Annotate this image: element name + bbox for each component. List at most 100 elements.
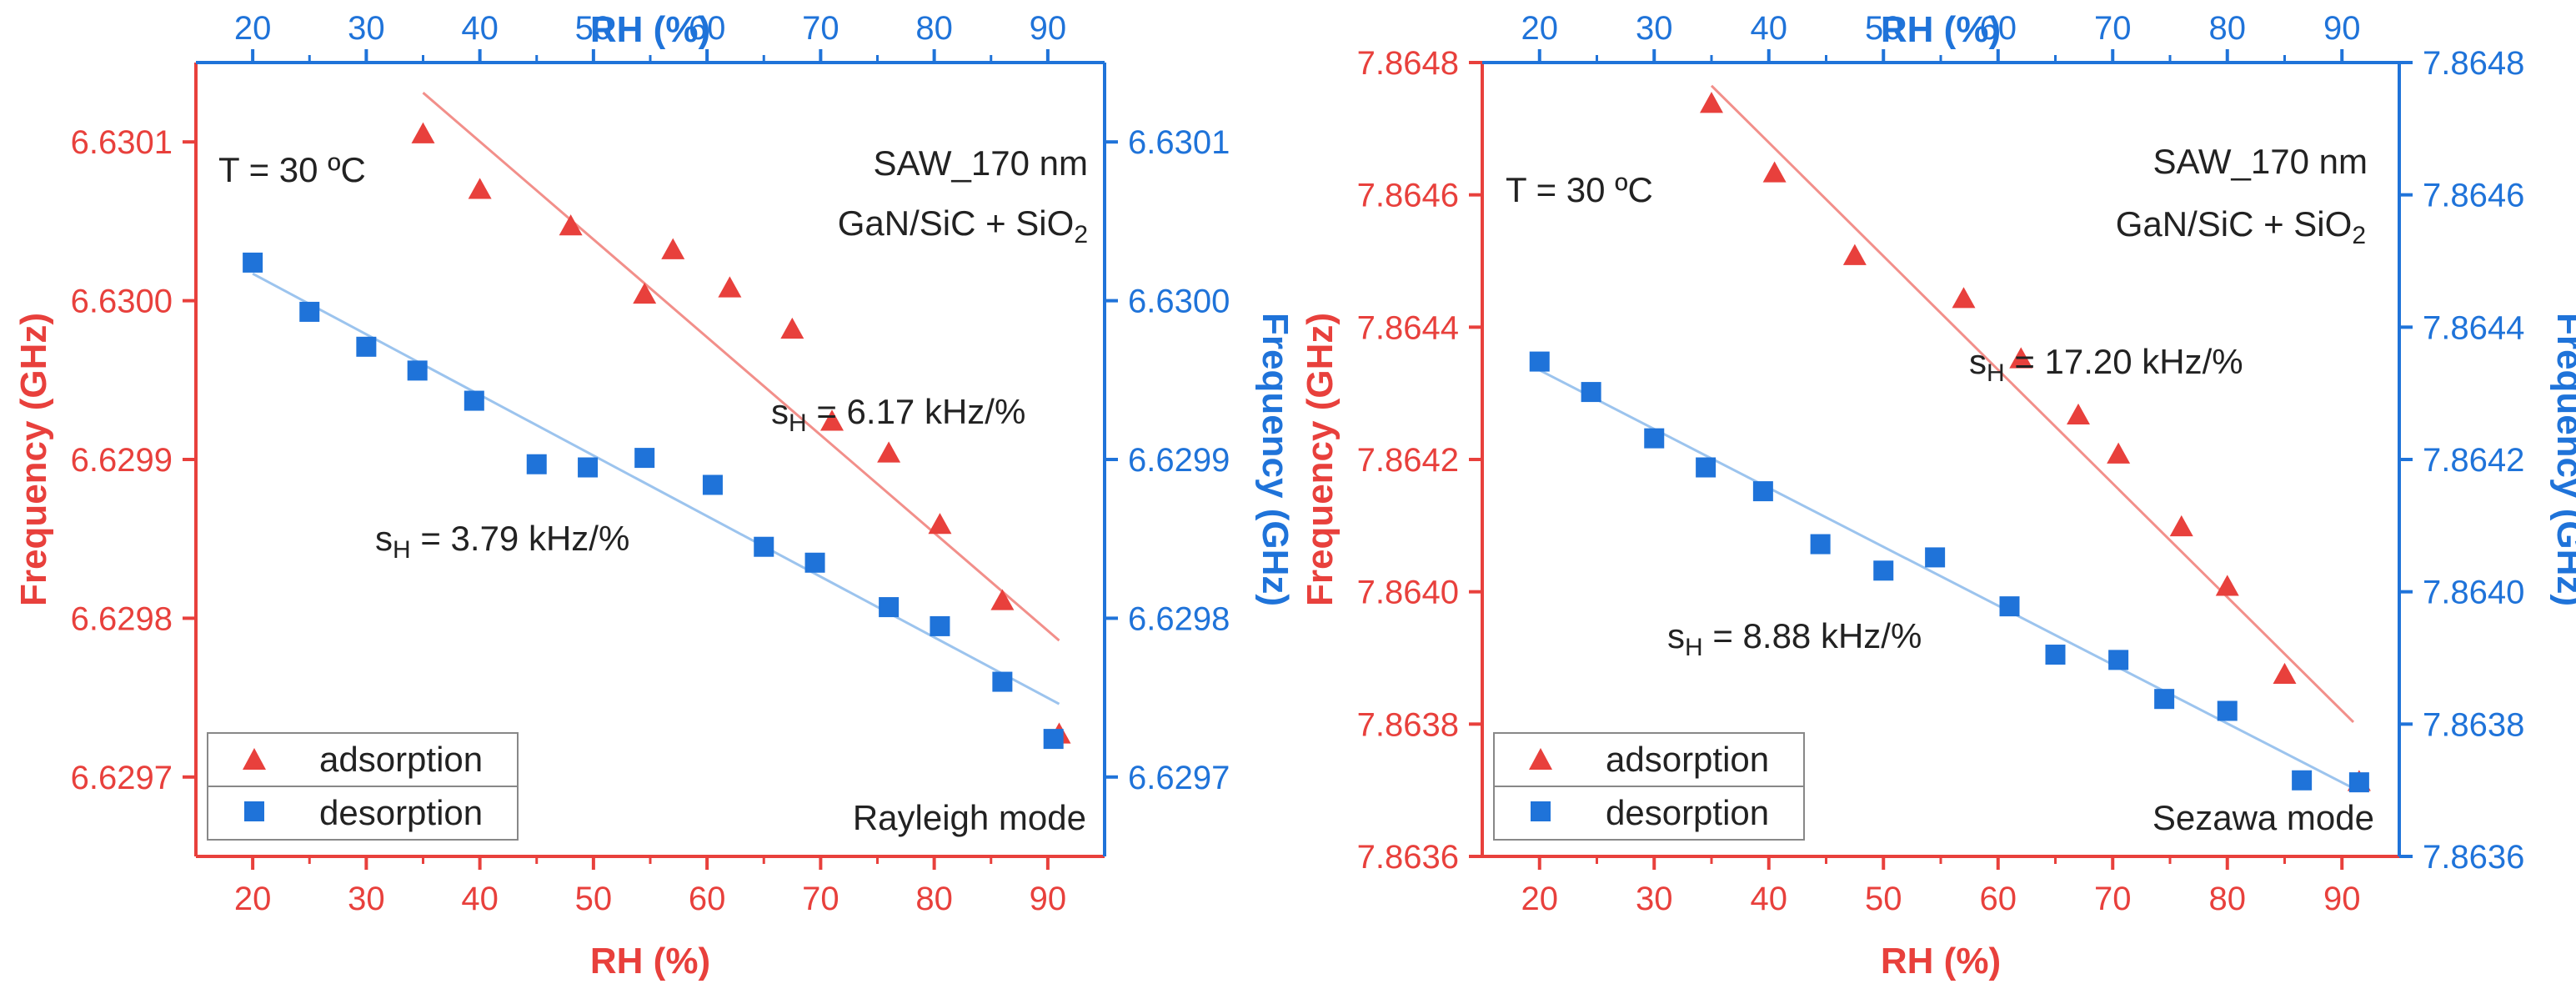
fit-line-adsorption <box>422 92 1060 642</box>
data-point-adsorption <box>877 441 901 463</box>
x-tick-label-top: 30 <box>348 10 385 47</box>
x-tick-label-bottom: 40 <box>1751 881 1788 917</box>
x-tick-label-bottom: 50 <box>1865 881 1902 917</box>
data-point-desorption <box>992 671 1013 692</box>
data-point-desorption <box>2045 645 2066 665</box>
slope-adsorption-label: sH = 17.20 kHz/% <box>1969 342 2243 387</box>
x-tick-label-bottom: 80 <box>915 881 953 917</box>
data-point-desorption <box>2348 772 2369 793</box>
x-tick-label-bottom: 30 <box>348 881 385 917</box>
temperature-label: T = 30 ºC <box>218 150 366 189</box>
y-axis-title: Frequency (GHz) <box>13 313 54 606</box>
data-point-desorption <box>702 474 723 495</box>
x-tick-label-top: 80 <box>915 10 953 47</box>
y-tick-label-left: 7.8638 <box>1357 706 1459 743</box>
data-point-adsorption <box>928 513 952 535</box>
data-point-desorption <box>2108 650 2129 670</box>
legend-marker-desorption <box>1531 801 1551 821</box>
y-tick-label-right: 7.8636 <box>2423 839 2524 876</box>
legend-marker-adsorption <box>1529 748 1552 770</box>
mode-title: Sezawa mode <box>2153 798 2374 837</box>
x-tick-label-bottom: 60 <box>1980 881 2017 917</box>
data-point-desorption <box>879 597 900 618</box>
x-tick-label-top: 50 <box>1865 10 1902 47</box>
x-axis-title: RH (%) <box>590 941 710 981</box>
y-tick-label-left: 7.8648 <box>1357 45 1459 82</box>
data-point-desorption <box>754 536 774 557</box>
data-point-desorption <box>1529 351 1550 372</box>
data-point-adsorption <box>411 122 435 143</box>
y-tick-label-left: 7.8644 <box>1357 309 1459 346</box>
x-tick-label-bottom: 30 <box>1636 881 1673 917</box>
y-tick-label-right: 7.8644 <box>2423 309 2524 346</box>
data-point-adsorption <box>468 178 492 199</box>
fit-line-adsorption <box>1710 84 2355 724</box>
data-point-desorption <box>356 336 377 357</box>
y-tick-label-left: 7.8642 <box>1357 442 1459 479</box>
data-point-desorption <box>1752 481 1773 502</box>
x-tick-label-top: 80 <box>2209 10 2247 47</box>
y-tick-label-right: 6.6298 <box>1128 600 1230 637</box>
x-tick-label-bottom: 20 <box>1521 881 1559 917</box>
x-tick-label-bottom: 20 <box>234 881 272 917</box>
data-point-desorption <box>804 552 825 573</box>
data-point-adsorption <box>559 214 583 236</box>
x-tick-label-top: 70 <box>802 10 839 47</box>
x-tick-label-bottom: 80 <box>2209 881 2247 917</box>
y-tick-label-left: 7.8636 <box>1357 839 1459 876</box>
y-tick-label-left: 6.6297 <box>71 760 173 796</box>
x-tick-label-top: 90 <box>2323 10 2361 47</box>
y-tick-label-right: 7.8646 <box>2423 178 2524 214</box>
y-tick-label-left: 6.6299 <box>71 442 173 479</box>
x-tick-label-top: 20 <box>1521 10 1559 47</box>
fit-line-desorption <box>252 272 1060 705</box>
legend-label-adsorption: adsorption <box>1606 740 1769 779</box>
legend-label-desorption: desorption <box>1606 793 1769 832</box>
x-tick-label-top: 40 <box>461 10 499 47</box>
data-point-adsorption <box>718 276 742 298</box>
x-tick-label-top: 90 <box>1030 10 1067 47</box>
y-axis-title: Frequency (GHz) <box>1300 313 1341 606</box>
data-point-desorption <box>1581 382 1601 403</box>
data-point-desorption <box>634 448 655 469</box>
device-label: SAW_170 nm <box>2153 142 2368 181</box>
y-tick-label-right: 7.8640 <box>2423 575 2524 611</box>
data-point-adsorption <box>2169 515 2193 537</box>
data-point-desorption <box>464 390 484 411</box>
slope-adsorption-label: sH = 6.17 kHz/% <box>771 392 1025 437</box>
x-tick-label-top: 40 <box>1751 10 1788 47</box>
data-point-desorption <box>1696 457 1716 478</box>
y-tick-label-right: 6.6299 <box>1128 442 1230 479</box>
data-point-desorption <box>1873 560 1894 581</box>
y-tick-label-right: 6.6297 <box>1128 760 1230 796</box>
data-point-adsorption <box>780 317 804 339</box>
data-point-desorption <box>930 615 950 636</box>
x-tick-label-top: 70 <box>2094 10 2132 47</box>
data-point-desorption <box>1999 596 2020 617</box>
x-tick-label-bottom: 70 <box>2094 881 2132 917</box>
data-point-adsorption <box>2273 662 2297 685</box>
y-tick-label-right: 7.8648 <box>2423 45 2524 82</box>
y2-axis-title: Frequency (GHz) <box>1255 313 1296 606</box>
device-label: SAW_170 nm <box>873 143 1088 183</box>
y-tick-label-left: 6.6300 <box>71 284 173 320</box>
legend-label-desorption: desorption <box>319 793 483 832</box>
y-tick-label-right: 7.8642 <box>2423 442 2524 479</box>
x-tick-label-bottom: 90 <box>1030 881 1067 917</box>
data-point-desorption <box>299 301 320 322</box>
temperature-label: T = 30 ºC <box>1506 170 1653 209</box>
data-point-adsorption <box>633 282 657 304</box>
x-axis-title: RH (%) <box>1881 941 2001 981</box>
mode-title: Rayleigh mode <box>853 798 1086 837</box>
data-point-adsorption <box>1842 243 1867 265</box>
x2-axis-title: RH (%) <box>590 9 710 50</box>
y-tick-label-right: 7.8638 <box>2423 706 2524 743</box>
data-point-adsorption <box>1952 287 1976 309</box>
data-point-desorption <box>2154 689 2175 710</box>
data-point-desorption <box>2292 770 2313 791</box>
slope-desorption-label: sH = 3.79 kHz/% <box>375 519 629 564</box>
data-point-adsorption <box>2067 403 2090 425</box>
data-point-adsorption <box>661 238 685 259</box>
legend-marker-adsorption <box>243 748 266 770</box>
